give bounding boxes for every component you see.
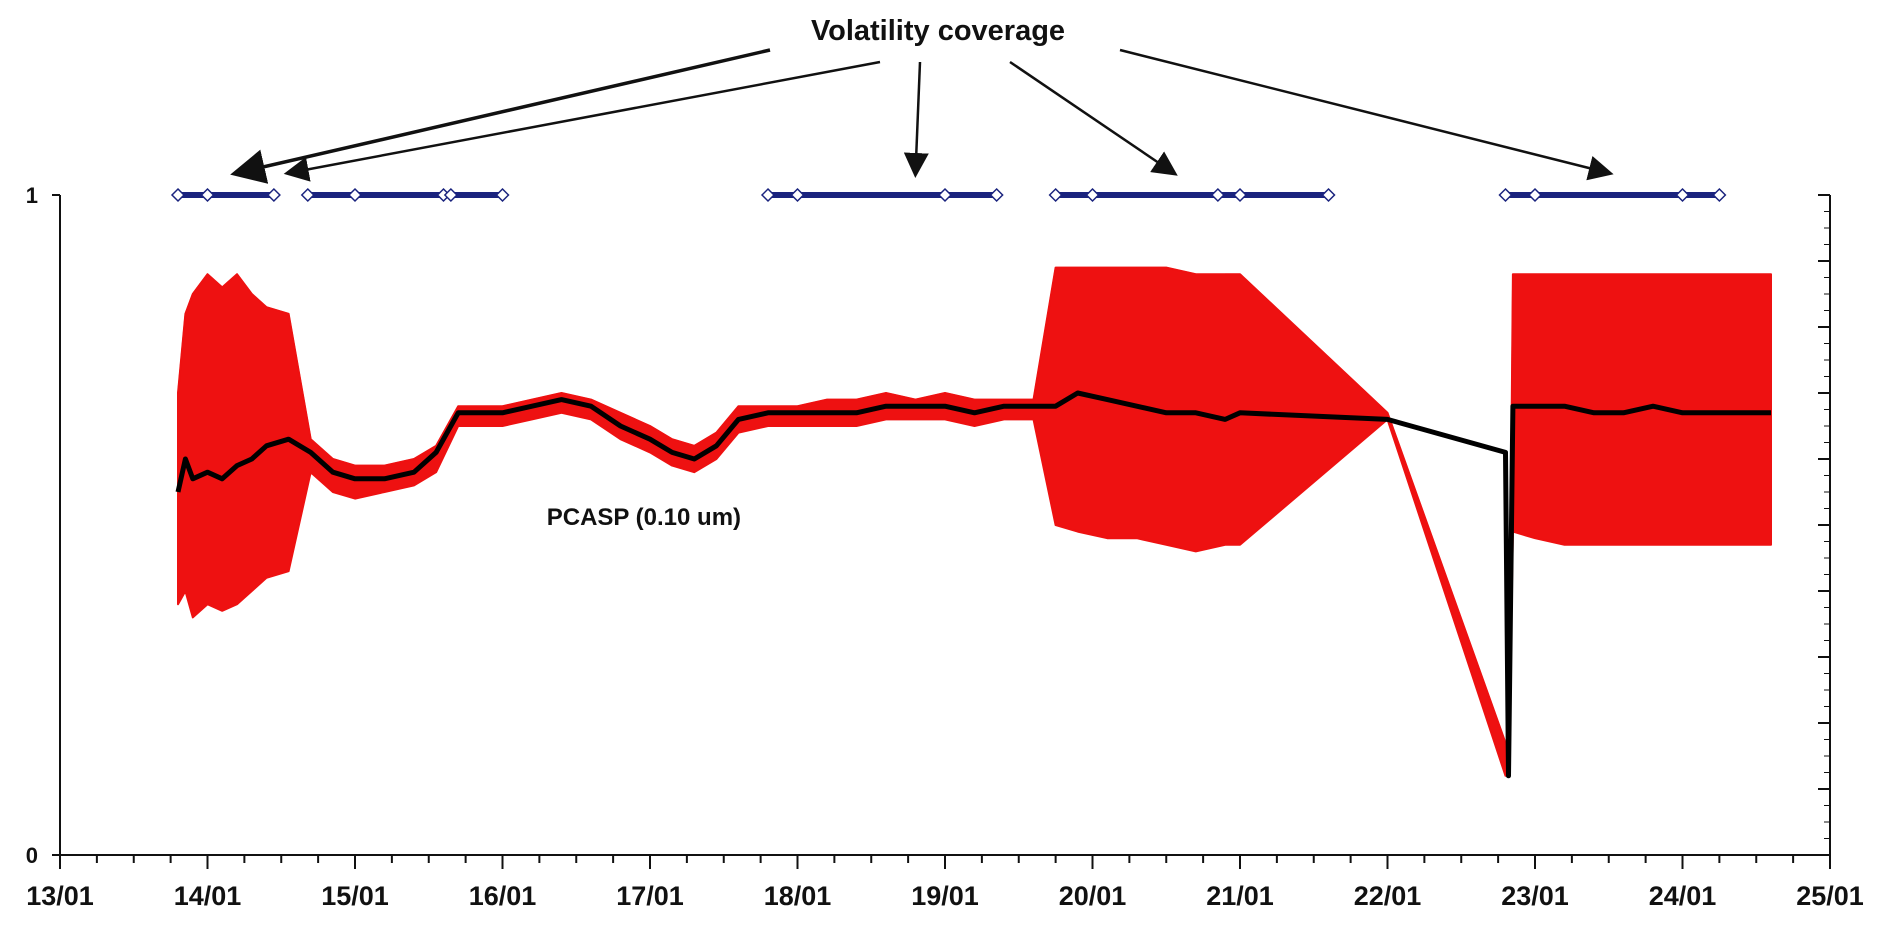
coverage-arrow xyxy=(1010,62,1174,173)
coverage-marker xyxy=(1050,189,1062,201)
coverage-marker xyxy=(1087,189,1099,201)
coverage-marker xyxy=(939,189,951,201)
coverage-marker xyxy=(349,189,361,201)
x-tick-label: 23/01 xyxy=(1501,881,1569,911)
coverage-arrow xyxy=(237,50,770,173)
coverage-marker xyxy=(1323,189,1335,201)
series-label-pcasp: PCASP (0.10 um) xyxy=(547,504,741,531)
coverage-marker xyxy=(497,189,509,201)
coverage-marker xyxy=(1500,189,1512,201)
coverage-marker xyxy=(1713,189,1725,201)
coverage-marker xyxy=(792,189,804,201)
coverage-arrow xyxy=(1120,50,1609,173)
coverage-marker xyxy=(762,189,774,201)
x-tick-label: 16/01 xyxy=(469,881,537,911)
coverage-arrow xyxy=(916,62,921,173)
coverage-annotation-label: Volatility coverage xyxy=(811,15,1065,47)
coverage-group xyxy=(172,189,1725,201)
x-tick-label: 15/01 xyxy=(321,881,389,911)
y-tick-label: 1 xyxy=(26,183,38,208)
y-tick-label: 0 xyxy=(26,843,38,868)
coverage-marker xyxy=(1234,189,1246,201)
coverage-marker xyxy=(302,189,314,201)
coverage-marker xyxy=(1677,189,1689,201)
coverage-marker xyxy=(202,189,214,201)
x-tick-label: 13/01 xyxy=(26,881,94,911)
x-tick-label: 21/01 xyxy=(1206,881,1274,911)
x-tick-label: 24/01 xyxy=(1649,881,1717,911)
x-tick-label: 17/01 xyxy=(616,881,684,911)
x-tick-label: 25/01 xyxy=(1796,881,1864,911)
coverage-arrow xyxy=(289,62,880,173)
coverage-marker xyxy=(268,189,280,201)
x-tick-label: 18/01 xyxy=(764,881,832,911)
coverage-marker xyxy=(1212,189,1224,201)
x-tick-label: 20/01 xyxy=(1059,881,1127,911)
x-tick-label: 19/01 xyxy=(911,881,979,911)
coverage-marker xyxy=(1529,189,1541,201)
range-band-group xyxy=(178,268,1771,776)
range-band-high-segment xyxy=(1388,413,1506,743)
coverage-marker xyxy=(991,189,1003,201)
coverage-marker xyxy=(172,189,184,201)
coverage-marker xyxy=(445,189,457,201)
x-tick-label: 14/01 xyxy=(174,881,242,911)
range-band xyxy=(178,268,1771,776)
x-tick-label: 22/01 xyxy=(1354,881,1422,911)
